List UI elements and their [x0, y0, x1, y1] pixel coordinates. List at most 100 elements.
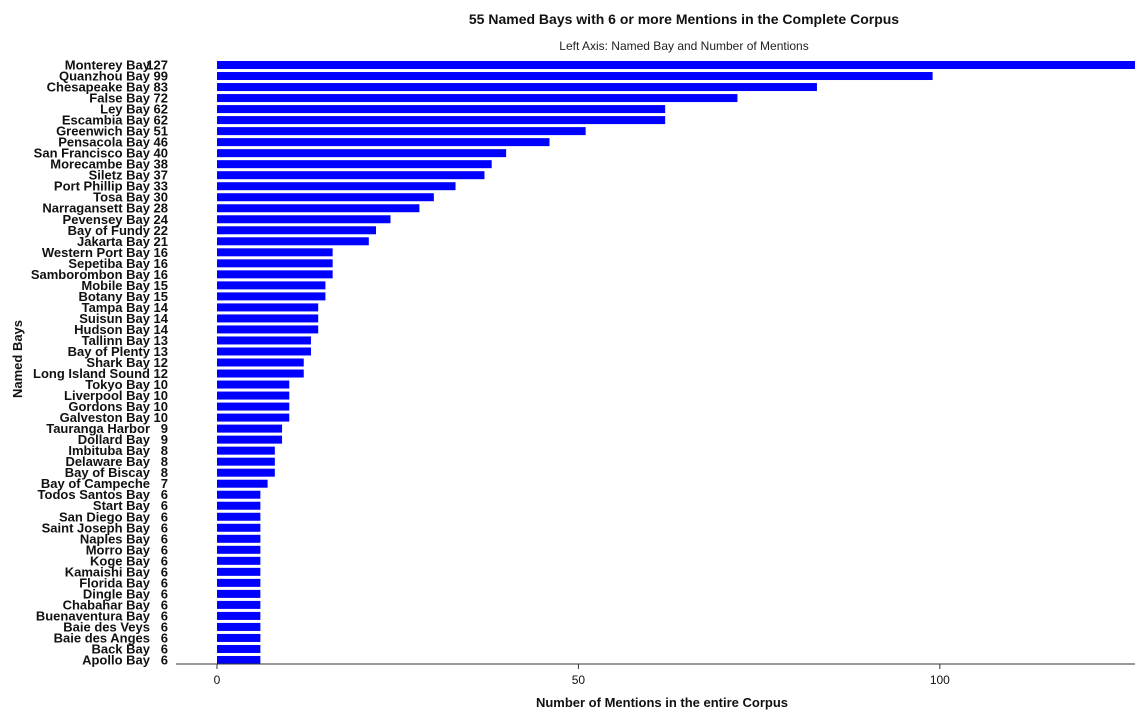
category-name-label: Escambia Bay [62, 113, 151, 128]
bar [217, 413, 290, 422]
category-name-label: Naples Bay [80, 531, 151, 546]
category-count-label: 14 [154, 311, 169, 326]
category-count-label: 16 [154, 256, 168, 271]
category-name-label: Chesapeake Bay [47, 80, 151, 95]
category-name-label: Dingle Bay [83, 586, 151, 601]
category-name-label: Tallinn Bay [82, 333, 151, 348]
category-count-label: 21 [154, 234, 168, 249]
category-name-label: Baie des Veys [63, 619, 150, 634]
category-name-label: Tosa Bay [93, 190, 151, 205]
bar [217, 424, 283, 433]
category-count-label: 12 [154, 366, 168, 381]
category-count-label: 127 [146, 58, 168, 73]
category-name-label: Ley Bay [100, 102, 151, 117]
category-name-label: Western Port Bay [42, 245, 151, 260]
category-count-label: 14 [154, 300, 169, 315]
category-count-label: 33 [154, 179, 168, 194]
category-count-label: 6 [161, 608, 168, 623]
category-count-label: 8 [161, 454, 168, 469]
bar [217, 490, 261, 499]
bar [217, 556, 261, 565]
x-tick-label: 100 [930, 673, 950, 687]
category-name-label: Bay of Fundy [68, 223, 151, 238]
bar [217, 314, 319, 323]
bar [217, 237, 369, 246]
bar [217, 138, 550, 147]
category-name-label: Liverpool Bay [64, 388, 151, 403]
category-count-label: 6 [161, 520, 168, 535]
category-name-label: Tokyo Bay [85, 377, 151, 392]
bar [217, 644, 261, 653]
bar [217, 633, 261, 642]
bar [217, 259, 333, 268]
bar [217, 479, 268, 488]
category-count-label: 6 [161, 653, 168, 668]
bar [217, 402, 290, 411]
bar [217, 446, 275, 455]
category-name-label: Siletz Bay [89, 168, 151, 183]
category-count-label: 51 [154, 124, 168, 139]
bar [217, 347, 311, 356]
bar [217, 149, 507, 158]
category-count-label: 15 [154, 278, 168, 293]
category-name-label: Botany Bay [78, 289, 150, 304]
category-count-label: 83 [154, 80, 168, 95]
category-count-label: 12 [154, 355, 168, 370]
category-count-label: 6 [161, 619, 168, 634]
category-count-label: 38 [154, 157, 168, 172]
category-count-label: 15 [154, 289, 168, 304]
category-count-label: 10 [154, 377, 168, 392]
category-count-label: 46 [154, 135, 168, 150]
category-count-label: 37 [154, 168, 168, 183]
bar [217, 270, 333, 279]
bar [217, 325, 319, 334]
category-count-label: 9 [161, 432, 168, 447]
x-tick-label: 50 [572, 673, 586, 687]
category-name-label: Hudson Bay [74, 322, 151, 337]
category-count-label: 8 [161, 465, 168, 480]
category-name-label: Bay of Campeche [41, 476, 150, 491]
x-tick-label: 0 [214, 673, 221, 687]
category-name-label: Dollard Bay [78, 432, 151, 447]
category-count-label: 6 [161, 542, 168, 557]
category-name-label: Apollo Bay [82, 653, 151, 668]
category-count-label: 16 [154, 245, 168, 260]
category-count-label: 10 [154, 399, 168, 414]
bar [217, 358, 304, 367]
category-name-label: Galveston Bay [60, 410, 151, 425]
category-count-label: 6 [161, 487, 168, 502]
category-count-label: 6 [161, 509, 168, 524]
category-count-label: 9 [161, 421, 168, 436]
category-name-label: False Bay [89, 91, 150, 106]
category-count-label: 24 [154, 212, 169, 227]
bar [217, 292, 326, 301]
category-name-label: Saint Joseph Bay [42, 520, 151, 535]
category-count-label: 8 [161, 443, 168, 458]
bar [217, 336, 311, 345]
bar [217, 457, 275, 466]
x-axis-title: Number of Mentions in the entire Corpus [536, 695, 788, 710]
category-name-label: Suisun Bay [79, 311, 151, 326]
category-count-label: 72 [154, 91, 168, 106]
category-name-label: Start Bay [93, 498, 151, 513]
category-count-label: 6 [161, 564, 168, 579]
category-name-label: Long Island Sound [33, 366, 150, 381]
bar [217, 468, 275, 477]
chart-subtitle: Left Axis: Named Bay and Number of Menti… [559, 39, 808, 53]
category-name-label: Sepetiba Bay [68, 256, 150, 271]
bar [217, 182, 456, 191]
bar [217, 545, 261, 554]
bar [217, 193, 434, 202]
category-name-label: Bay of Biscay [65, 465, 151, 480]
category-count-label: 99 [154, 69, 168, 84]
category-count-label: 13 [154, 333, 168, 348]
category-name-label: Chabahar Bay [63, 597, 151, 612]
bar [217, 83, 817, 92]
bar [217, 380, 290, 389]
bar [217, 622, 261, 631]
category-name-label: Back Bay [91, 641, 150, 656]
category-name-label: San Diego Bay [59, 509, 151, 524]
bar [217, 600, 261, 609]
